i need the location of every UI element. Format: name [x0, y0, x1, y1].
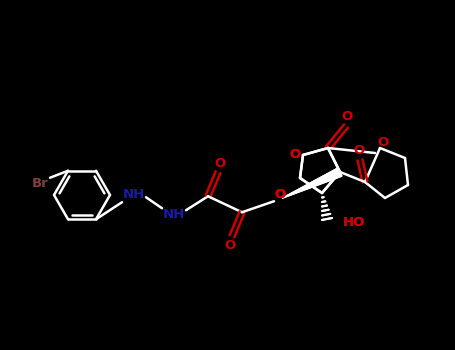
Text: O: O: [274, 188, 286, 201]
Text: O: O: [224, 239, 236, 252]
Text: NH: NH: [163, 208, 185, 221]
Text: NH: NH: [123, 188, 145, 201]
Text: Br: Br: [32, 177, 48, 190]
Text: O: O: [377, 135, 389, 148]
Text: O: O: [274, 188, 286, 201]
Polygon shape: [282, 168, 342, 198]
Text: O: O: [274, 188, 286, 201]
Text: O: O: [289, 147, 301, 161]
Text: HO: HO: [343, 217, 365, 230]
Polygon shape: [282, 168, 342, 198]
Text: O: O: [341, 111, 353, 124]
Text: O: O: [354, 145, 364, 158]
Text: HO: HO: [343, 217, 365, 230]
Text: O: O: [214, 157, 226, 170]
Text: O: O: [289, 147, 301, 161]
